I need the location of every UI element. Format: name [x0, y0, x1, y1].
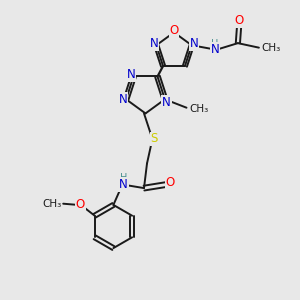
Text: N: N — [211, 43, 220, 56]
Text: H: H — [212, 39, 219, 50]
Text: O: O — [235, 14, 244, 27]
Text: O: O — [169, 24, 178, 38]
Text: H: H — [120, 173, 127, 183]
Text: N: N — [119, 178, 128, 191]
Text: CH₃: CH₃ — [261, 43, 280, 53]
Text: O: O — [76, 198, 85, 211]
Text: CH₃: CH₃ — [42, 199, 62, 209]
Text: O: O — [166, 176, 175, 190]
Text: N: N — [162, 96, 171, 109]
Text: N: N — [190, 37, 199, 50]
Text: N: N — [149, 37, 158, 50]
Text: N: N — [127, 68, 136, 81]
Text: N: N — [119, 93, 128, 106]
Text: S: S — [151, 132, 158, 146]
Text: CH₃: CH₃ — [189, 104, 208, 114]
